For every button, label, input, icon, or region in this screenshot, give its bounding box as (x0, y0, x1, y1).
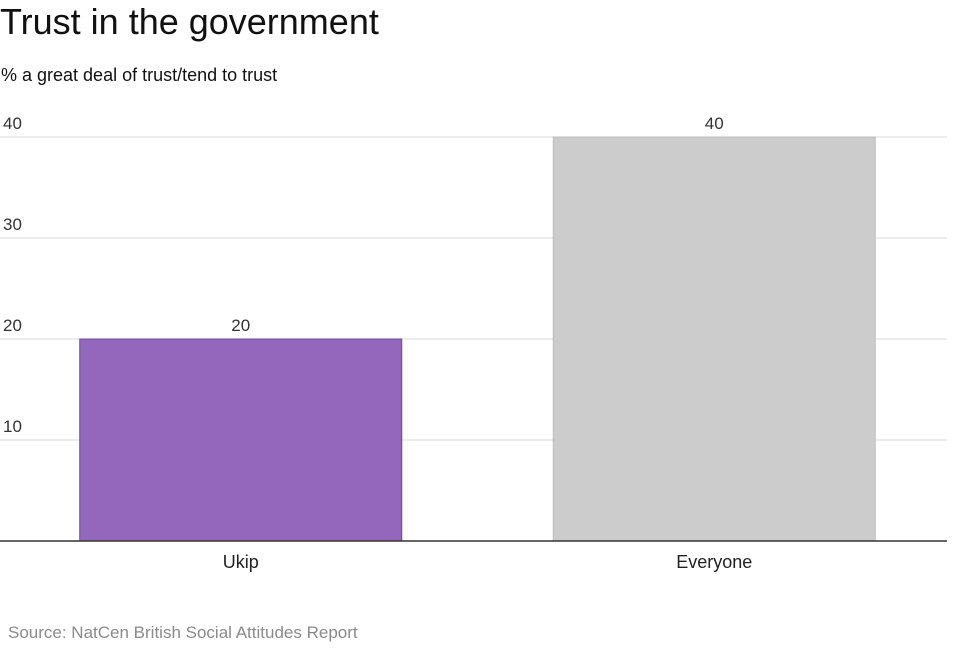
y-tick-label-40: 40 (3, 114, 22, 133)
x-tick-label-ukip: Ukip (223, 552, 259, 572)
chart-title: Trust in the government (0, 1, 379, 42)
y-tick-label-10: 10 (3, 417, 22, 436)
source-note: Source: NatCen British Social Attitudes … (8, 623, 358, 642)
bar-everyone (552, 136, 876, 542)
y-tick-label-20: 20 (3, 316, 22, 335)
x-tick-label-everyone: Everyone (676, 552, 752, 572)
data-label-ukip: 20 (231, 316, 250, 335)
y-tick-label-30: 30 (3, 215, 22, 234)
chart-subtitle: % a great deal of trust/tend to trust (1, 65, 278, 85)
data-label-everyone: 40 (705, 114, 724, 133)
bar-ukip (79, 338, 403, 542)
